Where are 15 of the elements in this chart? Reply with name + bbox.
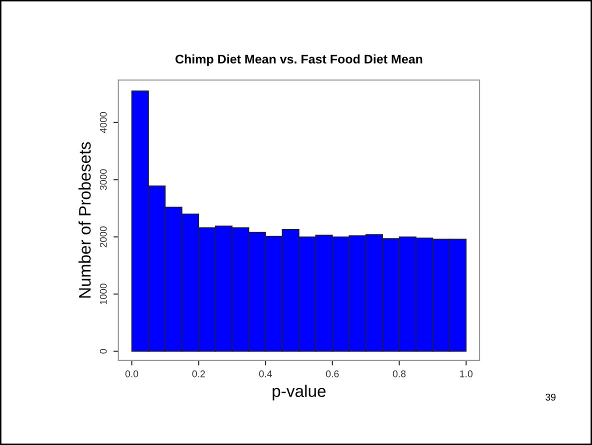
y-tick-label: 2000 bbox=[100, 226, 107, 248]
text: 39 bbox=[546, 394, 556, 401]
y-axis-title: Number of Probesets bbox=[78, 142, 91, 298]
y-tick-label: 0 bbox=[100, 348, 107, 354]
y-tick-label: 3000 bbox=[100, 169, 107, 190]
y-tick-label: 1000 bbox=[100, 284, 107, 304]
y-tick-label: 4000 bbox=[100, 112, 107, 134]
x-tick-label: 1.0 bbox=[460, 370, 473, 378]
x-axis-title: p-value bbox=[272, 384, 326, 400]
x-tick-label: 0.0 bbox=[125, 370, 138, 378]
chart-title: Chimp Diet Mean vs. Fast Food Diet Mean bbox=[176, 54, 422, 66]
x-tick-label: 0.4 bbox=[259, 370, 272, 378]
x-tick-label: 0.6 bbox=[326, 370, 339, 378]
x-tick-label: 0.8 bbox=[392, 370, 406, 378]
x-tick-label: 0.2 bbox=[192, 370, 205, 378]
